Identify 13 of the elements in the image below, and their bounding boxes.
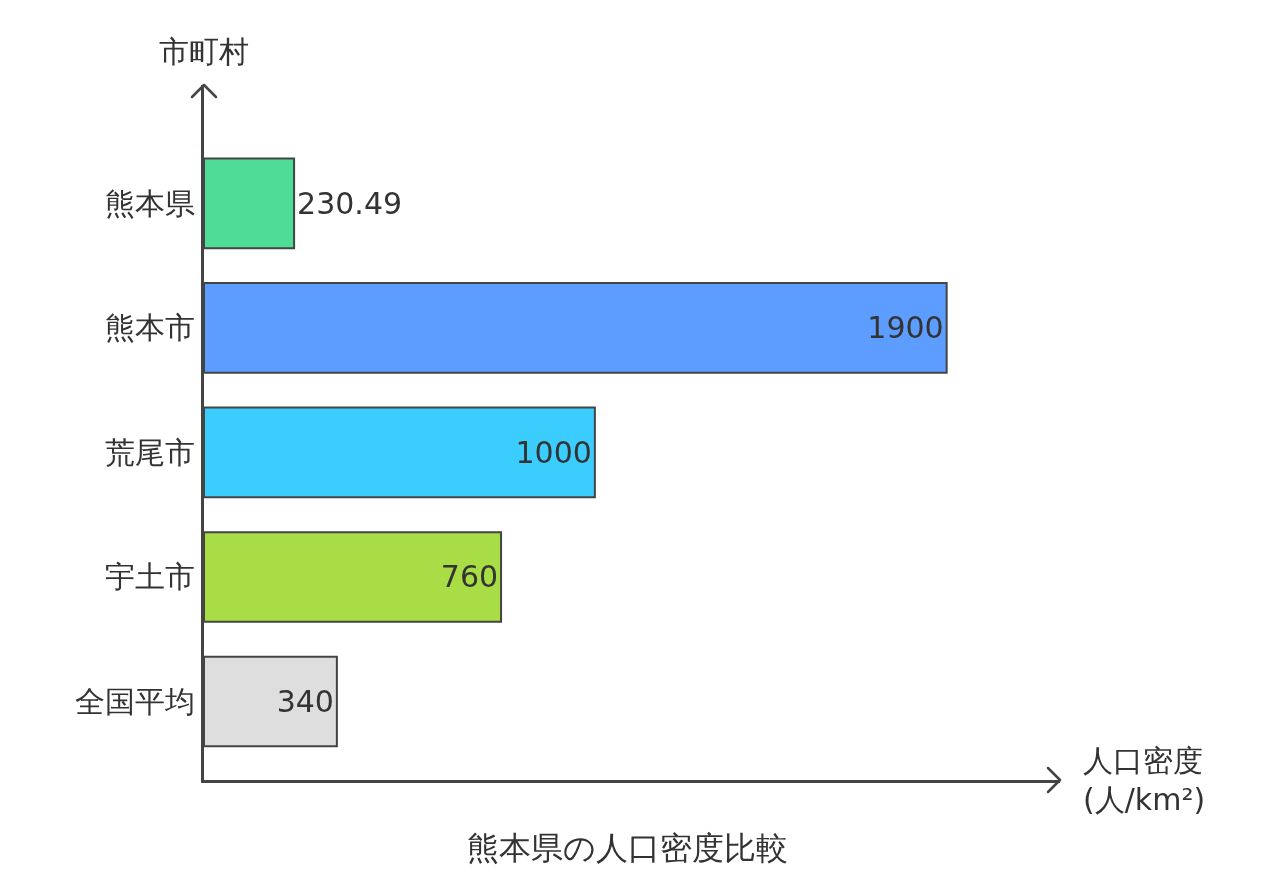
y-tick-label: 熊本市 <box>105 310 196 346</box>
data-label: 340 <box>276 684 334 720</box>
x-axis-title: 人口密度 (人/km²) <box>1083 743 1206 817</box>
y-tick-label: 宇土市 <box>105 559 196 595</box>
text: 熊本県の人口密度比較 <box>466 828 788 867</box>
y-axis-title: 市町村 <box>159 34 249 69</box>
y-tick-label: 熊本県 <box>105 185 196 221</box>
data-label: 1000 <box>515 434 592 470</box>
data-label: 760 <box>440 559 499 595</box>
data-label: 1900 <box>867 310 944 346</box>
y-tick-label: 荒尾市 <box>105 434 196 470</box>
data-label: 230.49 <box>297 185 403 221</box>
y-tick-label: 全国平均 <box>75 684 196 720</box>
